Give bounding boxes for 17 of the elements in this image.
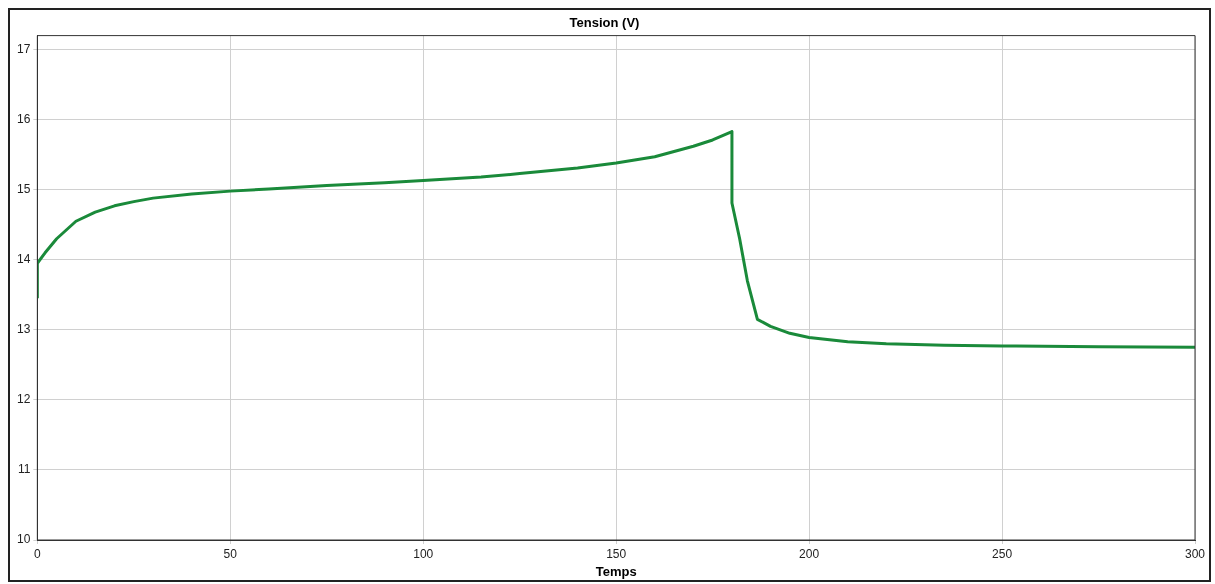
x-tick-label: 50 <box>223 546 238 561</box>
y-tick-label: 16 <box>16 111 31 126</box>
y-tick-label: 13 <box>16 322 31 337</box>
y-tick-label: 12 <box>16 392 31 407</box>
y-tick-label: 17 <box>16 41 31 56</box>
y-tick-label: 14 <box>16 252 31 267</box>
y-tick-label: 15 <box>16 182 31 197</box>
x-axis-title: Temps <box>595 563 637 579</box>
y-tick-label: 10 <box>16 532 31 547</box>
x-tick-label: 300 <box>1184 546 1206 561</box>
x-tick-label: 250 <box>992 546 1013 561</box>
chart-title: Tension (V) <box>569 15 640 31</box>
x-tick-label: 150 <box>606 546 627 561</box>
x-tick-label: 100 <box>413 546 434 561</box>
x-tick-label: 200 <box>799 546 820 561</box>
y-tick-label: 11 <box>17 462 31 477</box>
x-tick-label: 0 <box>34 546 41 561</box>
